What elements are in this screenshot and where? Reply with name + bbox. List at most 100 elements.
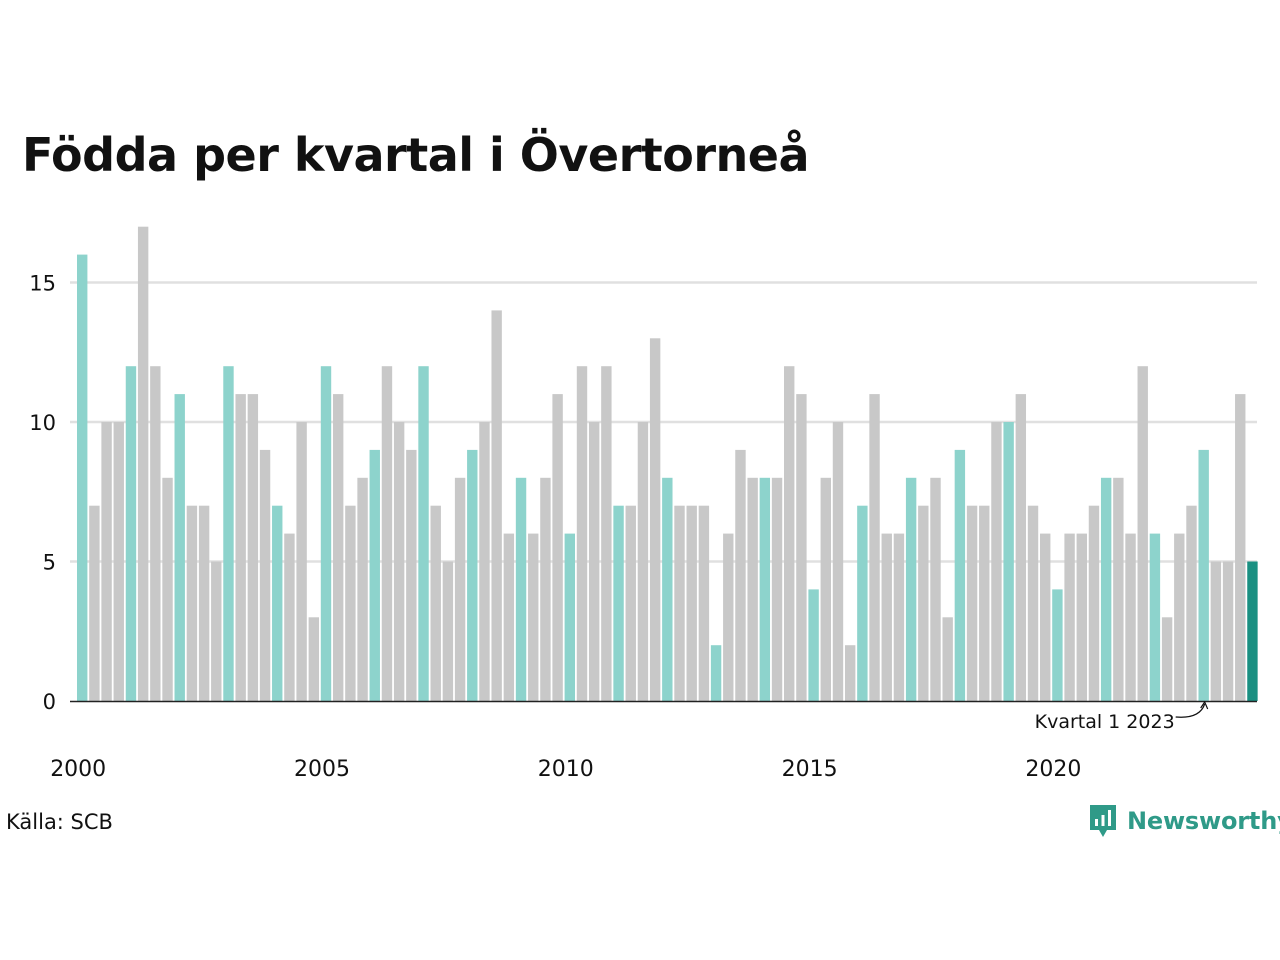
y-tick-label: 0 <box>43 690 56 714</box>
bar <box>503 533 515 701</box>
bar <box>345 505 356 701</box>
bar <box>637 422 649 701</box>
x-tick-label: 2000 <box>50 757 106 782</box>
bar <box>723 533 734 701</box>
bar <box>1113 477 1124 701</box>
bar <box>235 394 246 701</box>
axes: 0 5 10 15 2000 2005 2010 2015 2020 <box>29 272 1257 782</box>
bar <box>467 449 478 701</box>
bar <box>552 394 563 701</box>
bar <box>430 505 441 701</box>
bar <box>564 533 575 701</box>
bar <box>710 645 722 701</box>
bar <box>479 422 490 701</box>
bar <box>284 533 295 701</box>
bar <box>771 477 783 701</box>
bar <box>784 366 795 701</box>
bar <box>125 366 137 701</box>
bar <box>844 645 856 701</box>
x-tick-label: 2015 <box>782 757 838 782</box>
bar <box>381 366 393 701</box>
y-tick-label: 10 <box>29 411 56 435</box>
bar <box>89 505 100 701</box>
bar <box>1125 533 1136 701</box>
y-tick-label: 15 <box>29 272 56 296</box>
x-tick-label: 2020 <box>1025 757 1081 782</box>
annotation: Kvartal 1 2023 <box>1035 700 1209 733</box>
bar <box>1088 505 1100 701</box>
bar <box>857 505 868 701</box>
y-tick-label: 5 <box>43 551 56 575</box>
bar <box>674 505 685 701</box>
bar <box>942 617 953 701</box>
chart-title: Födda per kvartal i Övertorneå <box>22 128 810 182</box>
bar <box>113 422 124 701</box>
bar <box>223 366 234 701</box>
bar <box>442 561 454 701</box>
bar <box>832 422 844 701</box>
bar <box>1198 449 1209 701</box>
bar <box>211 561 222 701</box>
bar <box>735 449 746 701</box>
bar <box>1186 505 1197 701</box>
bar <box>966 505 978 701</box>
bar <box>308 617 320 701</box>
annotation-arrowhead <box>1200 700 1209 710</box>
bar <box>1100 477 1112 701</box>
bar <box>796 394 807 701</box>
bar <box>686 505 697 701</box>
bar <box>1064 533 1075 701</box>
bar <box>540 477 551 701</box>
x-tick-label: 2010 <box>538 757 594 782</box>
bar <box>649 338 661 701</box>
bar <box>930 477 941 701</box>
bar <box>662 477 673 701</box>
bar <box>869 394 880 701</box>
bar <box>1149 533 1161 701</box>
bar <box>954 449 966 701</box>
bar <box>601 366 612 701</box>
annotation-label: Kvartal 1 2023 <box>1035 711 1175 733</box>
bar <box>369 449 380 701</box>
newsworthy-logo-text: Newsworthy <box>1127 807 1280 835</box>
bar <box>918 505 929 701</box>
bar <box>747 477 758 701</box>
bar <box>162 477 173 701</box>
bar <box>137 226 149 701</box>
bar <box>406 449 417 701</box>
bar <box>1040 533 1051 701</box>
bar <box>1247 561 1258 701</box>
x-tick-label: 2005 <box>294 757 350 782</box>
bar <box>820 477 831 701</box>
bar <box>1052 589 1063 701</box>
bar <box>576 366 588 701</box>
bar <box>991 422 1002 701</box>
bar <box>1174 533 1185 701</box>
bar <box>1235 394 1246 701</box>
bar <box>150 366 161 701</box>
bar <box>174 394 185 701</box>
bar <box>418 366 429 701</box>
bar <box>272 505 283 701</box>
annotation-arrow <box>1175 703 1206 718</box>
bar <box>893 533 905 701</box>
bar <box>528 533 539 701</box>
bar <box>296 422 307 701</box>
bars <box>77 226 1258 701</box>
bar <box>1137 366 1148 701</box>
newsworthy-logo: Newsworthy <box>1088 803 1280 839</box>
bar <box>101 422 112 701</box>
bar <box>332 394 344 701</box>
bar <box>1222 561 1234 701</box>
bar <box>698 505 710 701</box>
bar <box>905 477 917 701</box>
bar <box>1015 394 1027 701</box>
bar <box>1027 505 1039 701</box>
source-label: Källa: SCB <box>6 810 113 834</box>
bar <box>393 422 405 701</box>
bar <box>1210 561 1222 701</box>
bar <box>247 394 259 701</box>
bar <box>1003 422 1014 701</box>
bar <box>198 505 210 701</box>
bar <box>77 254 88 701</box>
